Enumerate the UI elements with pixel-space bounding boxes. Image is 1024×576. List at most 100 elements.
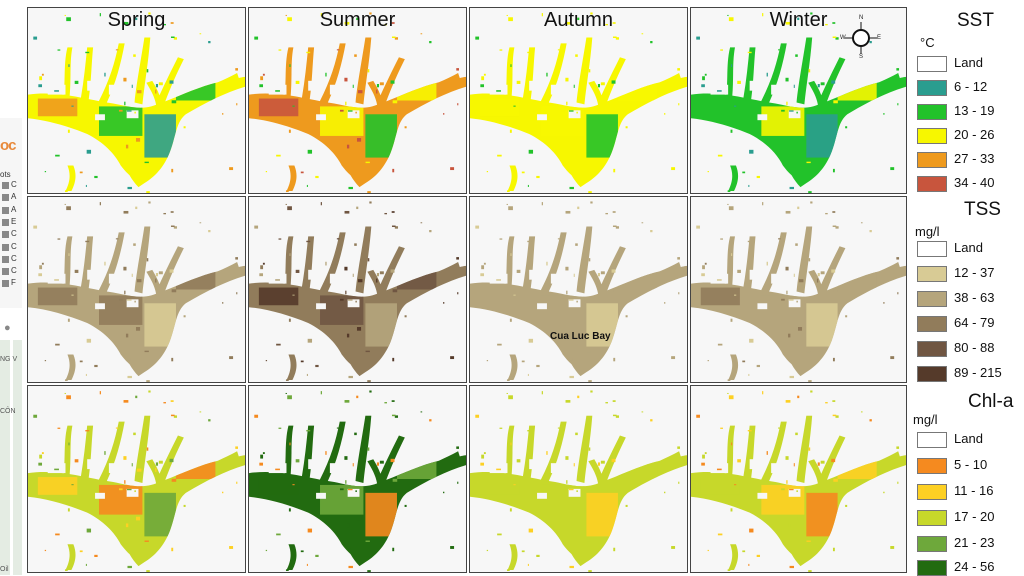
tree-folder-icon bbox=[2, 194, 9, 202]
tree-folder-icon bbox=[2, 218, 9, 226]
map-road bbox=[10, 340, 13, 575]
legend-range-sst: 34 - 40 bbox=[954, 175, 995, 190]
app-logo: oc bbox=[0, 137, 16, 154]
legend-range-sst: 6 - 12 bbox=[954, 79, 988, 94]
legend-swatch-chla bbox=[917, 560, 947, 576]
legend-title-tss: TSS bbox=[964, 199, 1001, 220]
season-title-winter: Winter bbox=[769, 9, 828, 31]
map-panel-sst-summer: Summer bbox=[248, 7, 467, 194]
map-sst-spring bbox=[28, 12, 245, 193]
legend-range-tss: Land bbox=[954, 240, 983, 255]
map-sst-autumn bbox=[470, 12, 687, 193]
legend-range-chla: 5 - 10 bbox=[954, 457, 988, 472]
map-sst-summer bbox=[249, 12, 466, 193]
legend-title-chla: Chl-a bbox=[968, 391, 1014, 412]
map-panel-chla-autumn bbox=[469, 385, 688, 573]
tree-item[interactable]: C bbox=[11, 180, 17, 189]
legend-swatch-chla bbox=[917, 536, 947, 552]
tree-folder-icon bbox=[2, 231, 9, 239]
legend-swatch-sst bbox=[917, 56, 947, 72]
legend-range-chla: Land bbox=[954, 431, 983, 446]
map-panel-tss-autumn: Cua Luc Bay bbox=[469, 196, 688, 383]
compass-s: S bbox=[859, 54, 864, 60]
legend-range-chla: 21 - 23 bbox=[954, 535, 995, 550]
map-panel-chla-spring bbox=[27, 385, 246, 573]
tree-item[interactable]: C bbox=[11, 241, 17, 251]
tree-item[interactable]: C bbox=[11, 229, 17, 239]
legend-range-chla: 24 - 56 bbox=[954, 559, 995, 574]
season-title-summer: Summer bbox=[319, 9, 396, 31]
tree-folder-icon bbox=[2, 280, 9, 288]
legend-swatch-chla bbox=[917, 510, 947, 526]
map-label: Oil bbox=[0, 566, 9, 573]
map-chla-spring bbox=[28, 390, 245, 572]
compass-e: E bbox=[877, 35, 882, 41]
legend-range-tss: 64 - 79 bbox=[954, 315, 995, 330]
tree-folder-icon bbox=[2, 243, 9, 251]
map-chla-winter bbox=[691, 390, 906, 572]
map-chla-summer bbox=[249, 390, 466, 572]
tree-label: ots bbox=[0, 170, 11, 179]
legend-swatch-sst bbox=[917, 152, 947, 168]
map-label: CÔN bbox=[0, 408, 16, 415]
map-sst-winter bbox=[691, 12, 906, 193]
season-title-spring: Spring bbox=[107, 9, 166, 31]
tree-item[interactable]: E bbox=[11, 216, 17, 226]
legend-unit-chla: mg/l bbox=[913, 412, 938, 427]
legend-range-sst: 20 - 26 bbox=[954, 127, 995, 142]
tree-item[interactable]: A bbox=[11, 204, 17, 214]
map-panel-tss-spring bbox=[27, 196, 246, 383]
legend-swatch-tss bbox=[917, 341, 947, 357]
compass-rose-icon: N S E W bbox=[840, 15, 882, 60]
legend-swatch-tss bbox=[917, 266, 947, 282]
legend-swatch-sst bbox=[917, 80, 947, 96]
tree-item[interactable]: F bbox=[11, 278, 16, 288]
legend-swatch-chla bbox=[917, 458, 947, 474]
map-panel-sst-autumn: Autumn bbox=[469, 7, 688, 194]
map-label: NG V bbox=[0, 356, 18, 363]
legend-swatch-tss bbox=[917, 316, 947, 332]
legend-range-tss: 89 - 215 bbox=[954, 365, 1002, 380]
legend-range-tss: 38 - 63 bbox=[954, 290, 995, 305]
map-panel-sst-spring: Spring bbox=[27, 7, 246, 194]
map-panel-sst-winter: Winter N S E W bbox=[690, 7, 907, 194]
map-tss-winter bbox=[691, 201, 906, 382]
legend-swatch-sst bbox=[917, 176, 947, 192]
legend-swatch-tss bbox=[917, 241, 947, 257]
legend-title-sst: SST bbox=[957, 10, 994, 31]
legend-range-sst: 27 - 33 bbox=[954, 151, 995, 166]
legend-unit-tss: mg/l bbox=[915, 224, 940, 239]
tree-folder-icon bbox=[2, 268, 9, 276]
legend-range-sst: Land bbox=[954, 55, 983, 70]
legend-swatch-chla bbox=[917, 432, 947, 448]
tree-folder-icon bbox=[2, 255, 9, 263]
tree-item[interactable]: A bbox=[11, 192, 17, 202]
tree-item[interactable]: C bbox=[11, 266, 17, 276]
legend-range-sst: 13 - 19 bbox=[954, 103, 995, 118]
tree-folder-icon bbox=[2, 182, 9, 189]
compass-n: N bbox=[859, 15, 864, 21]
map-tss-spring bbox=[28, 201, 245, 382]
tree-folder-icon bbox=[2, 206, 9, 214]
legend-range-tss: 80 - 88 bbox=[954, 340, 995, 355]
tree-item[interactable]: C bbox=[11, 253, 17, 263]
bay-label: Cua Luc Bay bbox=[550, 331, 611, 342]
map-tss-summer bbox=[249, 201, 466, 382]
background-map: NG V CÔN Oil bbox=[0, 340, 22, 575]
compass-w: W bbox=[840, 35, 846, 41]
legend-range-chla: 11 - 16 bbox=[954, 483, 994, 498]
map-panel-tss-summer bbox=[248, 196, 467, 383]
legend-swatch-tss bbox=[917, 291, 947, 307]
map-chla-autumn bbox=[470, 390, 687, 572]
legend-range-tss: 12 - 37 bbox=[954, 265, 995, 280]
legend-range-chla: 17 - 20 bbox=[954, 509, 995, 524]
map-panel-chla-summer bbox=[248, 385, 467, 573]
legend-swatch-tss bbox=[917, 366, 947, 382]
map-tss-autumn bbox=[470, 201, 687, 382]
map-panel-tss-winter bbox=[690, 196, 907, 383]
legend-swatch-chla bbox=[917, 484, 947, 500]
legend-unit-sst: °C bbox=[920, 35, 935, 50]
map-pin-icon: ● bbox=[4, 322, 11, 334]
